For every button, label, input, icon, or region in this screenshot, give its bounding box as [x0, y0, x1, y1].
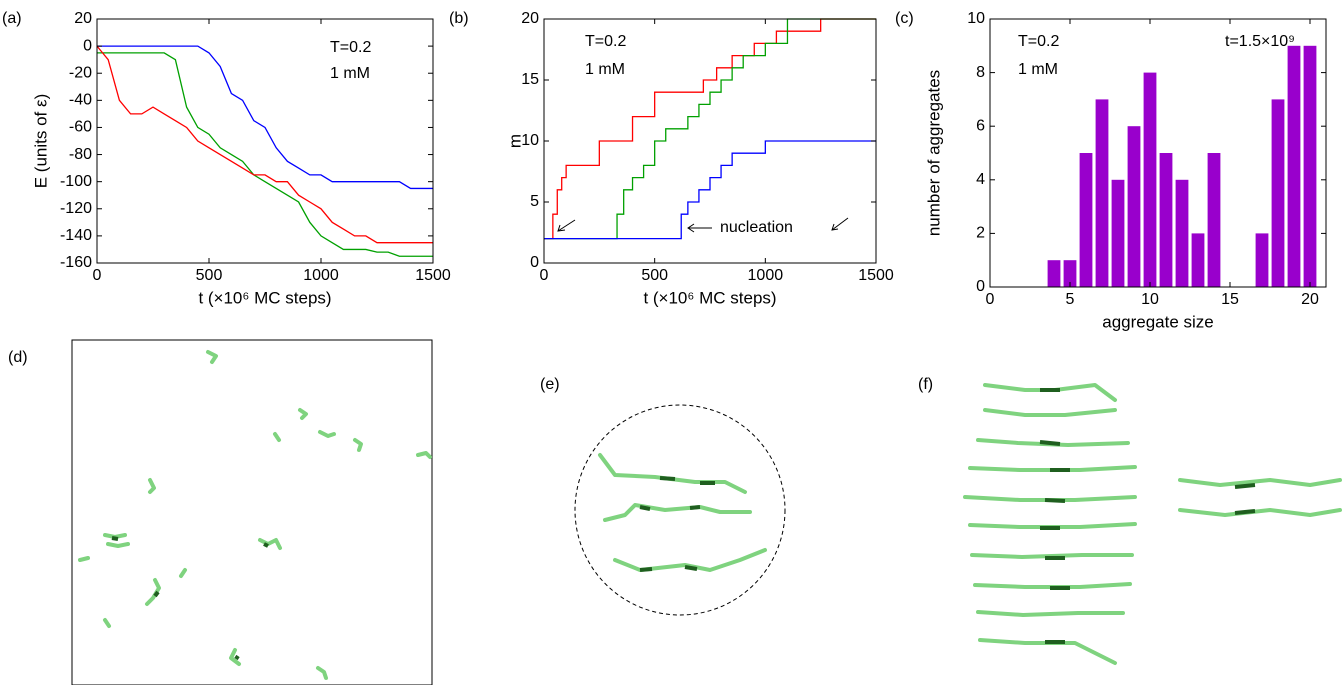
x-tick-label: 1500 — [415, 267, 451, 284]
line — [544, 18, 876, 240]
bar — [1127, 126, 1141, 287]
y-tick-label: 20 — [521, 10, 539, 27]
y-tick-label: 20 — [74, 10, 92, 27]
annotation: t=1.5×10⁹ — [1225, 33, 1295, 50]
fibril-structure — [963, 383, 1342, 665]
y-tick-label: -80 — [69, 146, 92, 163]
y-tick-label: 10 — [967, 10, 985, 27]
bar — [1095, 99, 1109, 288]
x-tick-label: 0 — [540, 267, 549, 284]
bar — [1207, 153, 1221, 287]
y-tick-label: -120 — [60, 200, 92, 217]
panel-label: (c) — [895, 10, 914, 27]
bar — [1111, 179, 1125, 287]
y-tick-label: 5 — [530, 193, 539, 210]
y-axis-label: number of aggregates — [924, 70, 943, 236]
x-axis-label: aggregate size — [1102, 312, 1214, 331]
bar — [1303, 45, 1317, 287]
bar — [1255, 233, 1269, 287]
annotation: 1 mM — [585, 61, 625, 78]
line — [544, 140, 876, 240]
panel-label: (e) — [540, 376, 560, 393]
y-tick-label: 0 — [530, 254, 539, 271]
y-tick-label: -140 — [60, 227, 92, 244]
bar — [1175, 179, 1189, 287]
x-axis-label: t (×10⁶ MC steps) — [643, 288, 776, 307]
y-tick-label: 10 — [521, 132, 539, 149]
x-tick-label: 10 — [1141, 291, 1159, 308]
line — [97, 45, 433, 190]
arrows — [557, 217, 849, 233]
x-tick-label: 0 — [93, 267, 102, 284]
bar — [1079, 153, 1093, 287]
y-axis-label: E (units of ε) — [31, 94, 50, 189]
x-tick-label: 15 — [1221, 291, 1239, 308]
panel-label: (d) — [8, 349, 28, 366]
bar — [1143, 72, 1157, 287]
x-tick-label: 20 — [1301, 291, 1319, 308]
panel-label: (f) — [918, 376, 933, 393]
bar — [1063, 260, 1077, 287]
panel-label: (a) — [2, 10, 22, 27]
x-tick-label: 5 — [1066, 291, 1075, 308]
y-tick-label: 4 — [976, 171, 985, 188]
x-tick-label: 500 — [196, 267, 223, 284]
x-tick-label: 1500 — [858, 267, 894, 284]
y-axis-label: m — [505, 134, 524, 148]
plot-frame — [989, 18, 1327, 288]
y-tick-label: 15 — [521, 71, 539, 88]
y-tick-label: -20 — [69, 64, 92, 81]
x-tick-label: 1000 — [748, 267, 784, 284]
annotation: T=0.2 — [585, 33, 626, 50]
bar — [1047, 260, 1061, 287]
bar — [1287, 45, 1301, 287]
y-tick-label: 6 — [976, 117, 985, 134]
y-tick-label: -60 — [69, 119, 92, 136]
y-tick-label: -40 — [69, 92, 92, 109]
bar — [1191, 233, 1205, 287]
aggregate-circle — [574, 404, 786, 616]
snapshot-box — [71, 339, 433, 686]
y-tick-label: -160 — [60, 254, 92, 271]
line — [544, 18, 876, 240]
annotation: T=0.2 — [330, 39, 371, 56]
panel-label: (b) — [449, 10, 469, 27]
x-tick-label: 1000 — [303, 267, 339, 284]
y-tick-label: -100 — [60, 173, 92, 190]
annotation: 1 mM — [330, 65, 370, 82]
y-tick-label: 8 — [976, 64, 985, 81]
x-tick-label: 0 — [986, 291, 995, 308]
x-tick-label: 500 — [641, 267, 668, 284]
snapshot-molecules — [78, 350, 432, 680]
bar — [1159, 153, 1173, 287]
line — [97, 52, 433, 257]
aggregate-molecules — [598, 453, 767, 572]
annotation: 1 mM — [1018, 61, 1058, 78]
annotation: nucleation — [720, 219, 793, 236]
y-tick-label: 0 — [976, 278, 985, 295]
annotation: T=0.2 — [1018, 33, 1059, 50]
line — [96, 45, 433, 244]
plot-frame — [96, 18, 434, 264]
x-axis-label: t (×10⁶ MC steps) — [198, 288, 331, 307]
y-tick-label: 0 — [83, 37, 92, 54]
y-tick-label: 2 — [976, 225, 985, 242]
bar — [1271, 99, 1285, 288]
